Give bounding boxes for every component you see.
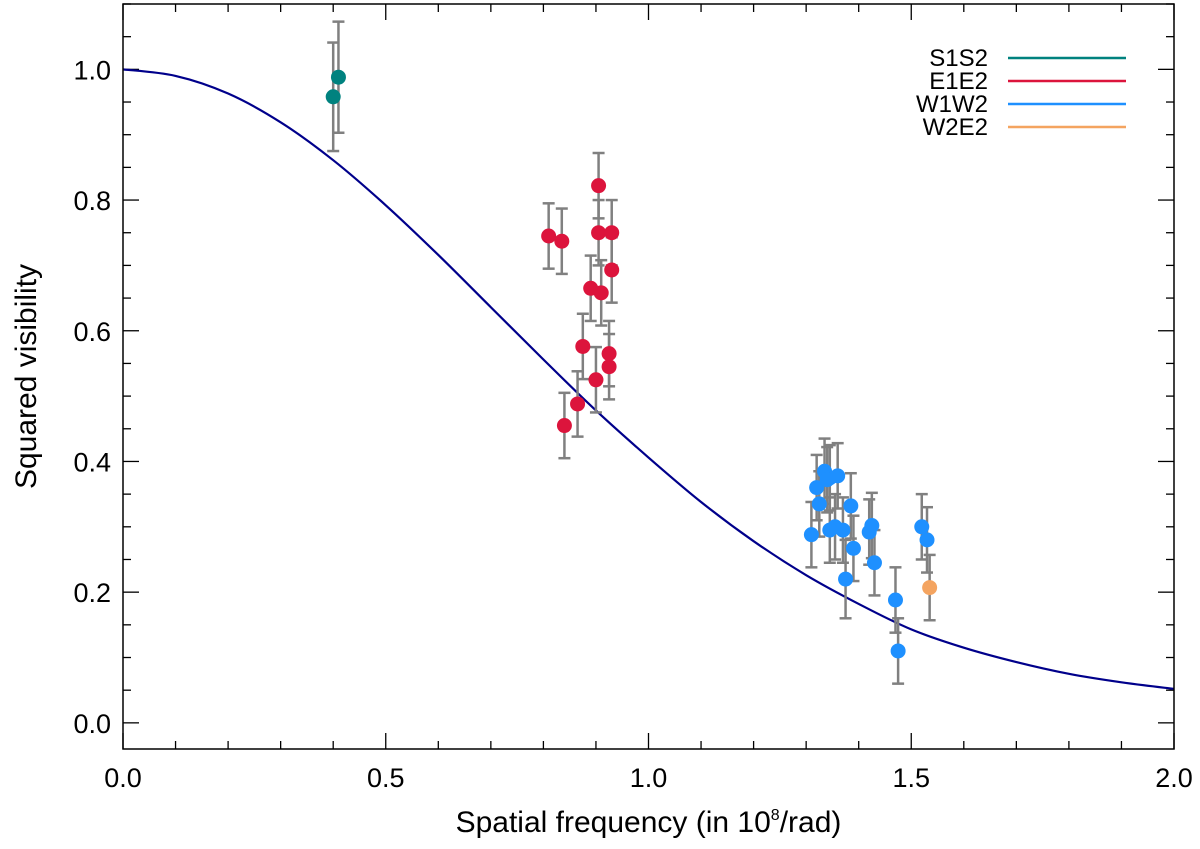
data-point-w1w2 [843, 498, 859, 514]
data-point-w1w2 [835, 522, 851, 538]
axis-ticks [122, 3, 1175, 749]
x-tick-label: 1.0 [630, 763, 668, 793]
x-axis-label: Spatial frequency (in 108/rad) [456, 806, 842, 839]
data-point-s1s2 [330, 69, 346, 85]
plot-frame [122, 3, 1175, 750]
data-point-e1e2 [591, 178, 607, 194]
data-point-w1w2 [803, 527, 819, 543]
data-point-e1e2 [570, 396, 586, 412]
data-point-e1e2 [601, 359, 617, 375]
y-tick-label: 0.8 [73, 186, 111, 216]
model-curve-layer [122, 68, 1175, 690]
data-point-w1w2 [822, 522, 838, 538]
y-axis-label: Squared visibility [10, 264, 43, 489]
x-tick-labels: 0.0 0.5 1.0 1.5 2.0 [104, 763, 1193, 793]
data-point-s1s2 [325, 89, 341, 105]
data-point-e1e2 [541, 228, 557, 244]
data-point-e1e2 [575, 338, 591, 354]
data-point-e1e2 [604, 262, 620, 278]
data-point-w1w2 [919, 532, 935, 548]
y-tick-labels: 0.0 0.2 0.4 0.6 0.8 1.0 [73, 55, 111, 739]
data-point-w1w2 [830, 468, 846, 484]
legend-label: S1S2 [929, 45, 988, 72]
y-tick-label: 1.0 [73, 55, 111, 85]
data-point-w1w2 [845, 540, 861, 556]
data-point-e1e2 [554, 233, 570, 249]
data-points [325, 69, 938, 659]
data-point-w1w2 [914, 519, 930, 535]
legend-label: E1E2 [929, 68, 988, 95]
data-point-w1w2 [887, 592, 903, 608]
data-point-w1w2 [838, 571, 854, 587]
data-point-w1w2 [811, 496, 827, 512]
data-point-e1e2 [604, 225, 620, 241]
data-point-w2e2 [922, 580, 938, 596]
data-point-w1w2 [864, 518, 880, 533]
data-point-e1e2 [593, 285, 609, 301]
data-point-w1w2 [890, 643, 906, 659]
model-curve-line [122, 68, 1175, 690]
y-tick-label: 0.0 [73, 709, 111, 739]
x-tick-label: 2.0 [1155, 763, 1193, 793]
x-tick-label: 0.5 [367, 763, 405, 793]
data-point-w1w2 [809, 480, 825, 496]
y-tick-label: 0.4 [73, 447, 111, 477]
legend-label: W2E2 [923, 114, 988, 141]
data-point-e1e2 [556, 418, 572, 434]
legend-label: W1W2 [916, 91, 988, 118]
x-tick-label: 0.0 [104, 763, 142, 793]
x-tick-label: 1.5 [892, 763, 930, 793]
y-tick-label: 0.6 [73, 317, 111, 347]
data-point-e1e2 [588, 372, 604, 388]
data-point-e1e2 [591, 225, 607, 241]
data-point-w1w2 [866, 555, 882, 571]
data-point-e1e2 [601, 346, 617, 362]
y-tick-label: 0.2 [73, 578, 111, 608]
